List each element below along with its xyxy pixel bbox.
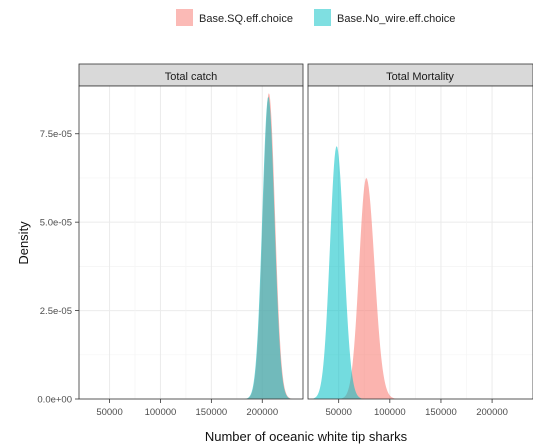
density-area-nowire: [243, 96, 293, 399]
x-tick-label: 100000: [145, 407, 177, 418]
y-tick-label: 7.5e-05: [40, 129, 72, 140]
facet-total-mortality: Total Mortality: [307, 63, 533, 400]
x-axis: 50000 100000 150000 200000 50000 100000 150000…: [96, 399, 508, 418]
y-axis-title: Density: [16, 221, 31, 265]
facet-strip-label-total-catch: Total catch: [165, 71, 218, 83]
x-tick-label: 200000: [246, 407, 278, 418]
legend-key-sq: [176, 9, 193, 26]
legend-label-nowire: Base.No_wire.eff.choice: [337, 13, 455, 25]
legend-key-nowire: [314, 9, 331, 26]
y-tick-label: 0.0e+00: [37, 395, 72, 406]
x-tick-label: 100000: [374, 407, 406, 418]
facet-panel-border-total-mortality: [307, 85, 533, 400]
legend: Base.SQ.eff.choice Base.No_wire.eff.choi…: [176, 9, 455, 26]
x-tick-label: 50000: [96, 407, 122, 418]
facet-panel-border-total-catch: [78, 85, 304, 400]
facet-strip-label-total-mortality: Total Mortality: [386, 71, 454, 83]
x-tick-label: 50000: [325, 407, 351, 418]
density-area-nowire: [310, 146, 366, 399]
densities-total-catch: [243, 93, 294, 399]
legend-label-sq: Base.SQ.eff.choice: [199, 13, 293, 25]
densities-total-mortality: [310, 146, 400, 399]
y-tick-label: 2.5e-05: [40, 306, 72, 317]
facet-total-catch: Total catch: [78, 63, 304, 400]
x-tick-label: 200000: [476, 407, 508, 418]
x-axis-title: Number of oceanic white tip sharks: [205, 429, 408, 444]
y-axis: 0.0e+00 2.5e-05 5.0e-05 7.5e-05: [37, 129, 79, 406]
density-area-sq: [337, 177, 400, 399]
x-tick-label: 150000: [425, 407, 457, 418]
x-tick-label: 150000: [196, 407, 228, 418]
y-tick-label: 5.0e-05: [40, 218, 72, 229]
